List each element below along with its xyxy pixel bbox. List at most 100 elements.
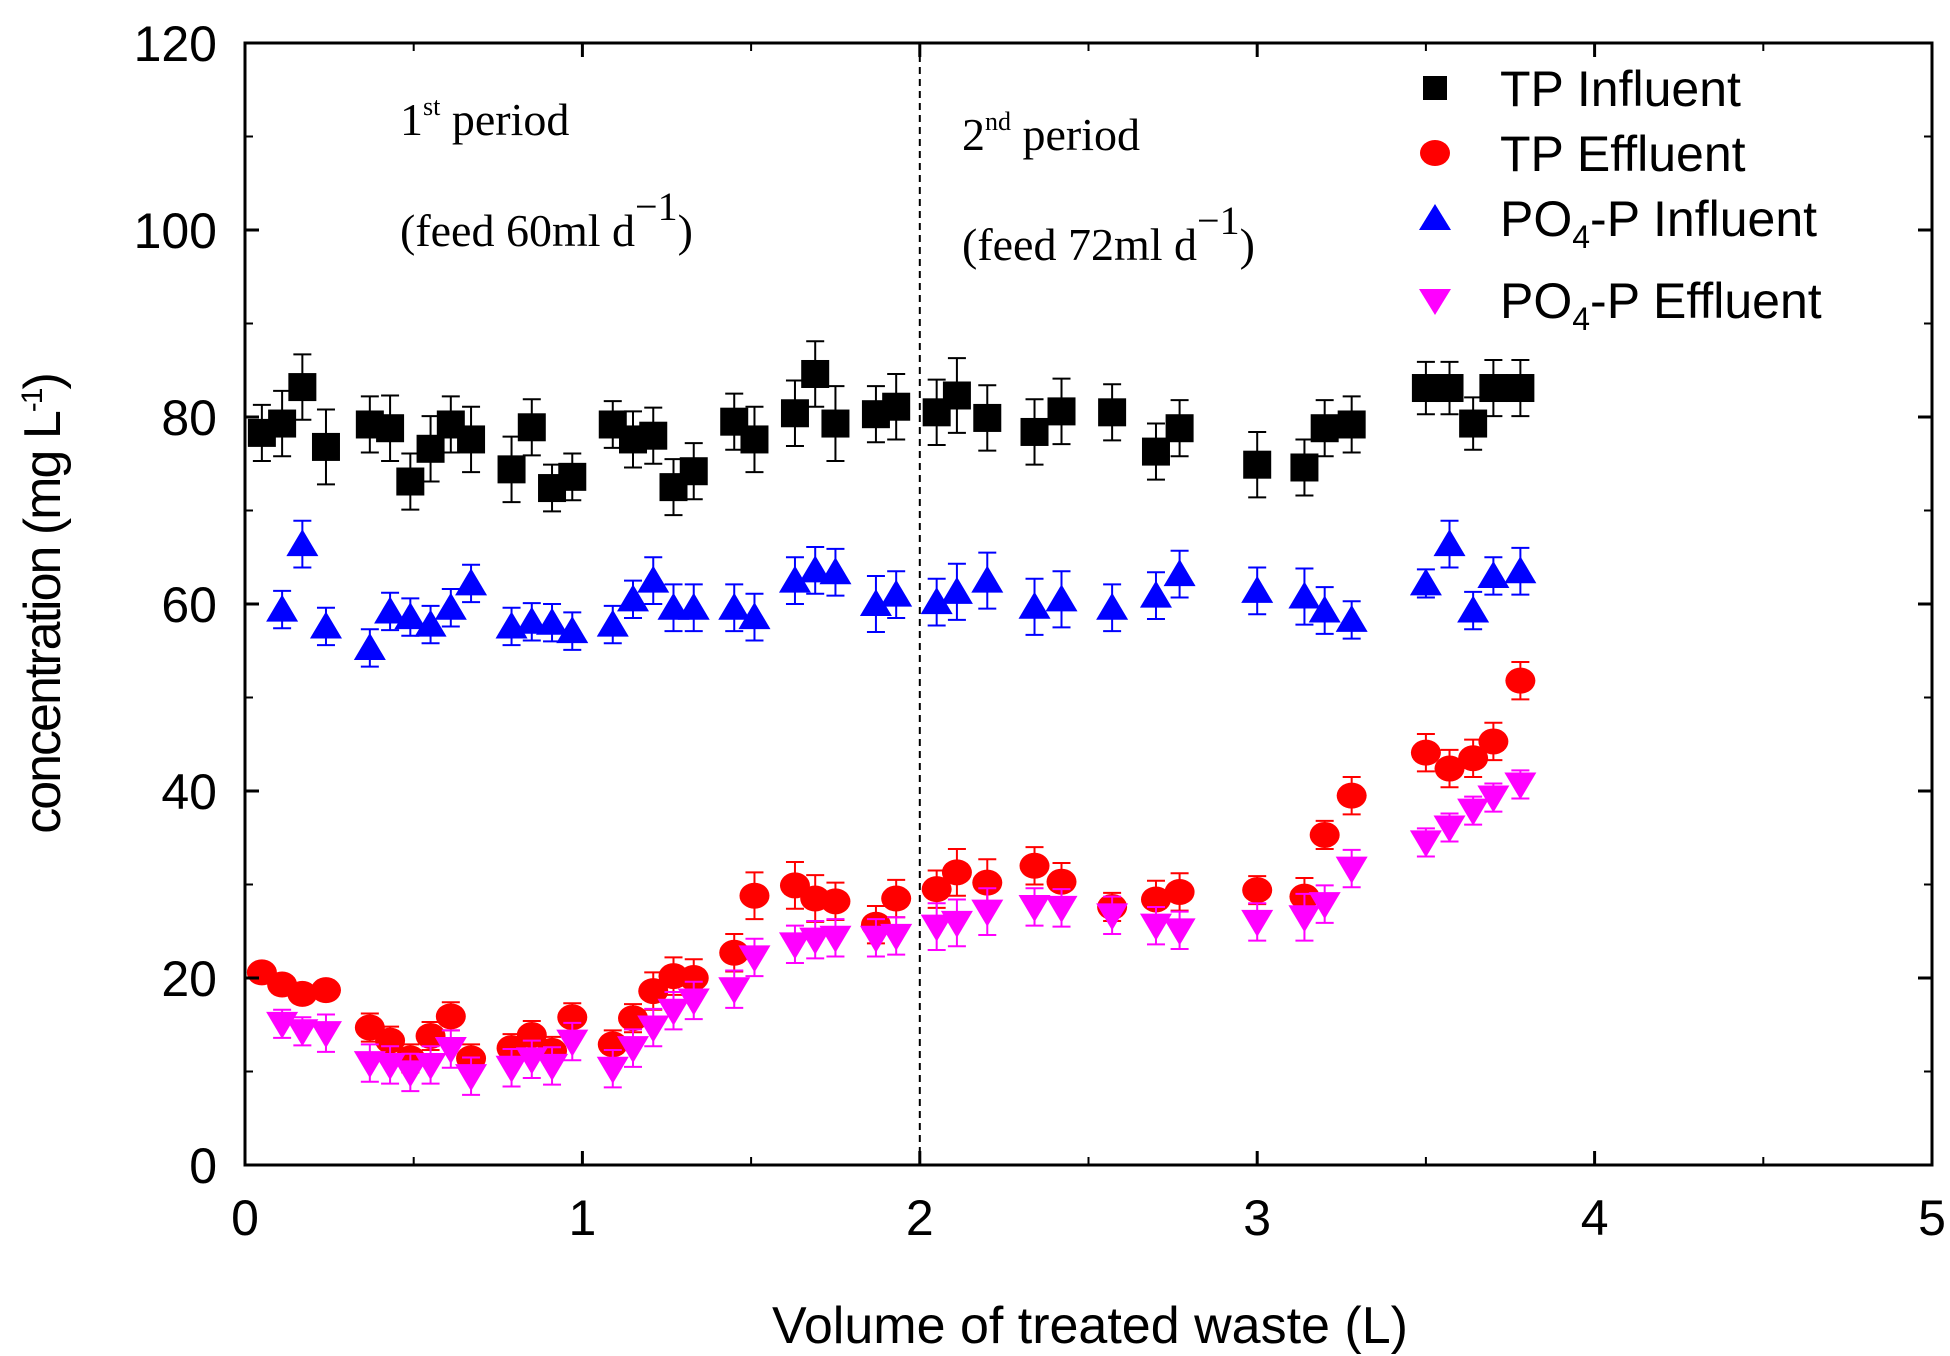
data-point-po4-p-influent — [1409, 568, 1442, 596]
data-point-po4-p-influent — [859, 589, 892, 616]
data-point-tp-influent — [1337, 410, 1366, 439]
data-point-po4-p-effluent — [286, 1019, 319, 1047]
data-point-po4-p-effluent — [677, 988, 710, 1016]
data-point-tp-influent — [1290, 453, 1319, 482]
axis-ticks: 0 1 2 3 4 5 0 20 40 60 80 100 120 — [134, 16, 1946, 1246]
data-point-po4-p-effluent — [1409, 830, 1442, 858]
data-point-po4-p-influent — [353, 632, 386, 660]
plot-frame — [243, 41, 1934, 1167]
data-point-tp-influent — [1411, 374, 1440, 403]
data-point-tp-effluent — [678, 965, 709, 991]
data-point-po4-p-influent — [971, 565, 1004, 593]
y-tick-label: 80 — [161, 390, 217, 446]
data-point-tp-influent — [821, 409, 850, 438]
data-point-tp-influent — [801, 359, 830, 388]
data-point-po4-p-influent — [1335, 604, 1368, 632]
data-point-po4-p-influent — [799, 555, 832, 583]
legend-marker-po4-effluent — [1419, 289, 1451, 315]
data-point-tp-effluent — [1309, 821, 1340, 848]
data-point-tp-influent — [780, 399, 809, 428]
y-axis-title: concentration (mg L-1) — [14, 374, 72, 834]
data-point-po4-p-influent — [657, 592, 690, 620]
series-po4-p-effluent — [266, 769, 1537, 1096]
data-point-tp-influent — [1435, 374, 1464, 403]
series-po4-p-influent — [266, 519, 1537, 668]
data-point-tp-influent — [1459, 409, 1488, 438]
data-point-po4-p-influent — [778, 565, 811, 593]
data-point-po4-p-influent — [819, 557, 852, 585]
data-point-po4-p-influent — [1096, 592, 1129, 620]
y-tick-label: 120 — [134, 16, 217, 72]
data-point-tp-effluent — [739, 882, 770, 909]
y-tick-label: 0 — [189, 1138, 217, 1194]
legend-marker-tp-influent — [1423, 76, 1447, 100]
data-point-tp-influent — [376, 414, 405, 443]
legend-label-po4-influent: PO4-P Influent — [1500, 191, 1817, 255]
data-point-tp-effluent — [1505, 667, 1536, 694]
data-point-tp-influent — [639, 421, 668, 450]
data-point-po4-p-influent — [455, 568, 488, 596]
data-point-po4-p-influent — [1477, 560, 1510, 588]
period1-label: 1st period — [400, 92, 569, 145]
data-point-po4-p-influent — [374, 596, 407, 624]
data-point-tp-effluent — [921, 876, 952, 903]
data-point-tp-influent — [497, 455, 526, 484]
data-point-po4-p-effluent — [617, 1036, 650, 1064]
x-tick-label: 0 — [231, 1190, 259, 1246]
y-tick-label: 40 — [161, 764, 217, 820]
period1-feed-label: (feed 60ml d−1) — [400, 184, 693, 256]
data-point-tp-influent — [1047, 397, 1076, 426]
data-point-po4-p-influent — [414, 609, 447, 637]
legend-label-tp-effluent: TP Effluent — [1500, 126, 1746, 182]
data-point-po4-p-effluent — [414, 1052, 447, 1080]
data-point-po4-p-influent — [617, 584, 650, 612]
data-point-tp-effluent — [1458, 745, 1489, 772]
data-point-po4-p-influent — [394, 602, 427, 630]
data-point-po4-p-effluent — [1139, 913, 1172, 941]
data-point-po4-p-effluent — [1477, 785, 1510, 813]
data-point-po4-p-effluent — [1163, 918, 1196, 946]
data-point-po4-p-effluent — [1504, 772, 1537, 800]
data-point-tp-influent — [973, 403, 1002, 432]
data-point-po4-p-influent — [536, 607, 569, 635]
x-tick-label: 3 — [1243, 1190, 1271, 1246]
series-tp-influent — [247, 340, 1535, 517]
data-point-po4-p-effluent — [1308, 892, 1341, 920]
data-point-tp-influent — [268, 409, 297, 438]
data-point-po4-p-influent — [1018, 591, 1051, 619]
data-point-tp-effluent — [1434, 755, 1465, 782]
data-point-po4-p-effluent — [819, 925, 852, 953]
data-point-tp-influent — [457, 425, 486, 454]
data-point-po4-p-influent — [940, 576, 973, 604]
data-point-po4-p-influent — [718, 592, 751, 620]
data-point-po4-p-influent — [596, 609, 629, 637]
data-point-tp-influent — [882, 392, 911, 421]
data-point-tp-effluent — [310, 977, 341, 1004]
data-point-po4-p-influent — [880, 579, 913, 607]
data-point-tp-influent — [416, 434, 445, 463]
data-point-po4-p-effluent — [1045, 895, 1078, 923]
data-point-po4-p-influent — [637, 565, 670, 593]
data-point-tp-influent — [558, 462, 587, 491]
data-point-po4-p-effluent — [799, 927, 832, 955]
data-point-po4-p-effluent — [374, 1052, 407, 1080]
data-point-po4-p-influent — [434, 592, 467, 620]
data-point-tp-effluent — [1336, 782, 1367, 809]
data-point-po4-p-influent — [309, 611, 342, 639]
data-point-tp-influent — [1165, 414, 1194, 443]
data-point-po4-p-influent — [1163, 559, 1196, 587]
x-axis-title: Volume of treated waste (L) — [772, 1297, 1408, 1355]
data-point-po4-p-effluent — [1241, 909, 1274, 937]
data-point-po4-p-influent — [266, 594, 299, 622]
legend-label-tp-influent: TP Influent — [1500, 61, 1741, 117]
data-point-tp-influent — [1020, 417, 1049, 446]
data-point-tp-effluent — [1242, 877, 1273, 904]
data-point-tp-influent — [1243, 450, 1272, 479]
data-point-po4-p-effluent — [971, 899, 1004, 927]
period2-label: 2nd period — [962, 107, 1140, 160]
data-point-tp-influent — [1141, 437, 1170, 466]
data-point-po4-p-effluent — [495, 1055, 528, 1083]
data-point-po4-p-influent — [1241, 575, 1274, 603]
data-point-tp-effluent — [941, 859, 972, 886]
